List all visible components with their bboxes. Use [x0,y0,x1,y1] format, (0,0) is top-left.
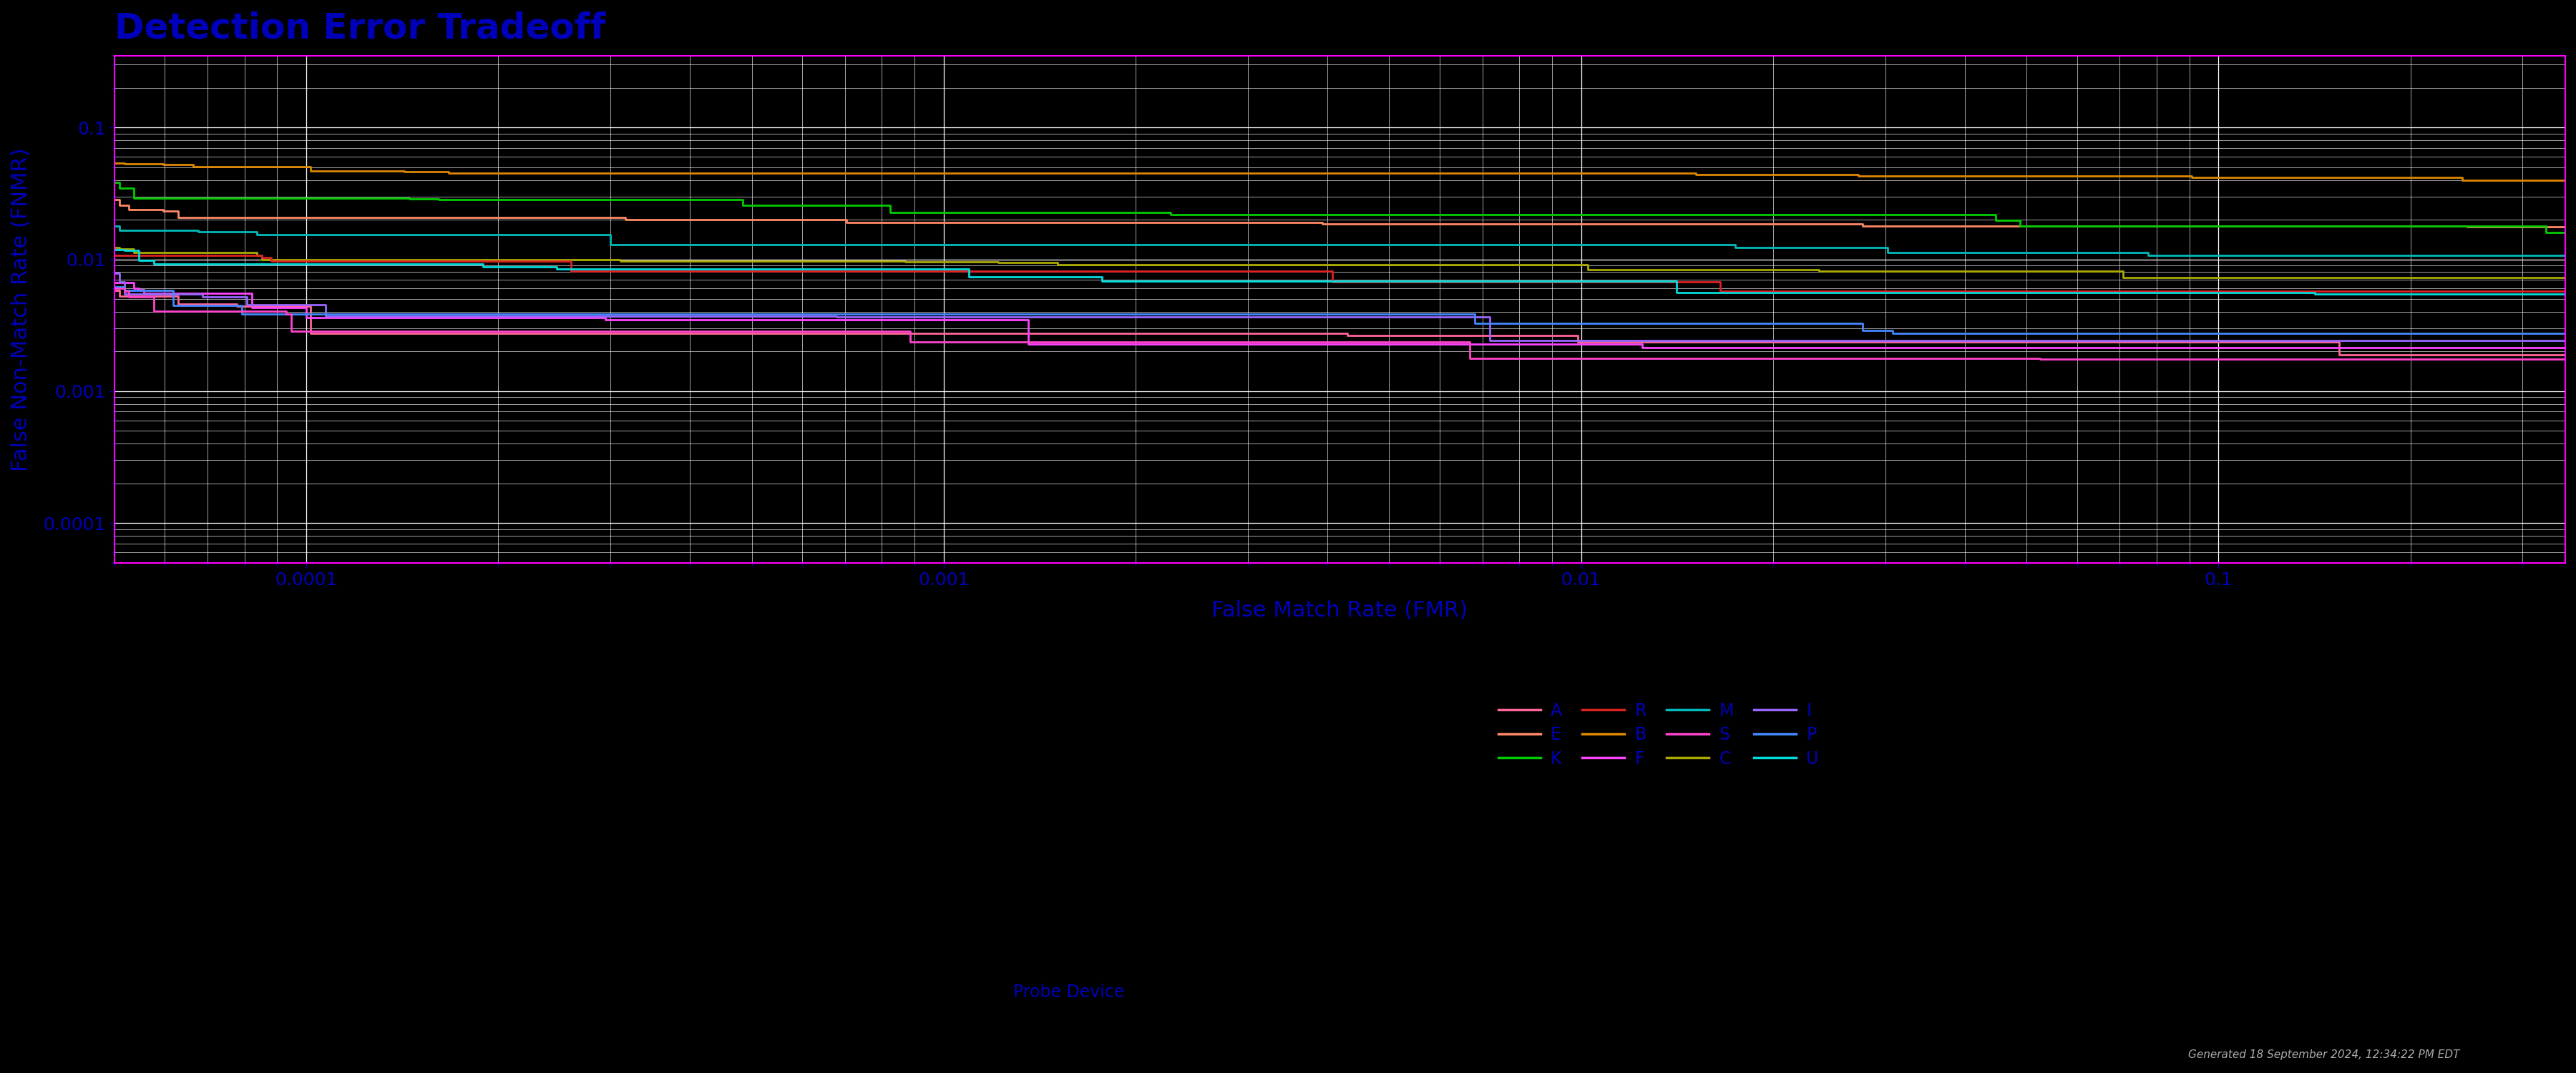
Text: Detection Error Tradeoff: Detection Error Tradeoff [113,11,605,45]
Text: Generated 18 September 2024, 12:34:22 PM EDT: Generated 18 September 2024, 12:34:22 PM… [2190,1049,2460,1060]
Legend: A, E, K, R, B, F, M, S, C, I, P, U: A, E, K, R, B, F, M, S, C, I, P, U [1499,702,1819,767]
Y-axis label: False Non-Match Rate (FNMR): False Non-Match Rate (FNMR) [10,147,31,471]
X-axis label: False Match Rate (FMR): False Match Rate (FMR) [1211,600,1468,621]
Text: Probe Device: Probe Device [1012,984,1126,1001]
